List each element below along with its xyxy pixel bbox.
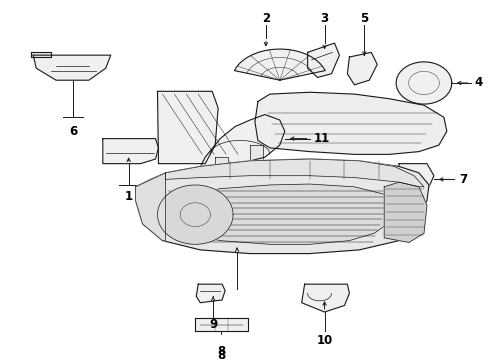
Polygon shape (165, 159, 423, 187)
Polygon shape (384, 182, 426, 242)
Polygon shape (215, 157, 227, 182)
Polygon shape (157, 185, 233, 244)
Text: 5: 5 (360, 12, 367, 24)
Text: 3: 3 (320, 12, 328, 24)
Text: 8: 8 (217, 349, 225, 360)
Polygon shape (234, 49, 325, 80)
Text: 11: 11 (313, 132, 329, 145)
Polygon shape (197, 114, 284, 173)
Polygon shape (301, 284, 349, 312)
Polygon shape (31, 53, 51, 57)
Text: 7: 7 (459, 173, 467, 186)
Polygon shape (254, 92, 446, 154)
Text: 8: 8 (217, 345, 225, 358)
Polygon shape (157, 91, 218, 164)
Text: 2: 2 (261, 12, 269, 24)
Polygon shape (162, 184, 398, 244)
Text: 9: 9 (209, 318, 217, 330)
Text: 6: 6 (69, 125, 77, 138)
Polygon shape (395, 62, 451, 104)
Polygon shape (33, 55, 111, 80)
Polygon shape (135, 159, 428, 253)
Polygon shape (346, 53, 376, 85)
Polygon shape (396, 164, 433, 196)
Polygon shape (195, 319, 247, 332)
Polygon shape (196, 284, 224, 303)
Polygon shape (249, 145, 263, 173)
Polygon shape (135, 173, 165, 240)
Text: 1: 1 (124, 190, 132, 203)
Polygon shape (102, 139, 158, 164)
Polygon shape (307, 43, 339, 77)
Text: 10: 10 (316, 334, 332, 347)
Text: 4: 4 (473, 76, 482, 90)
